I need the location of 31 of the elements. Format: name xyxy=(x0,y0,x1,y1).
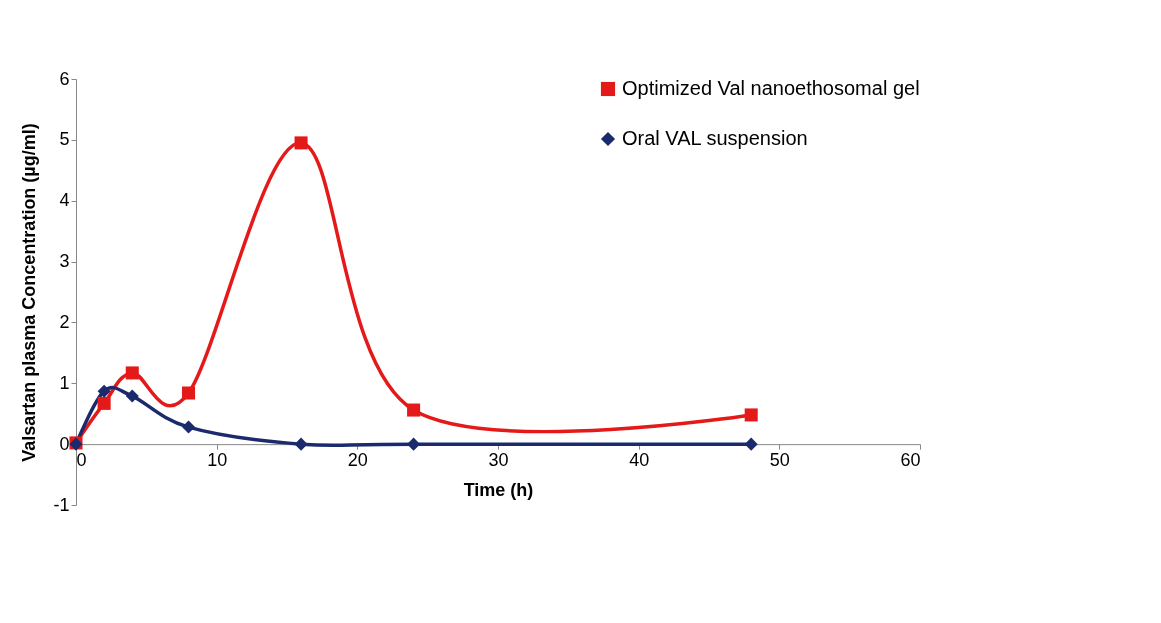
y-tick-label: 0 xyxy=(59,433,70,454)
point xyxy=(125,366,139,380)
point xyxy=(125,389,139,403)
legend-label: Oral VAL suspension xyxy=(622,127,808,149)
point xyxy=(744,437,758,451)
point xyxy=(294,136,308,150)
x-tick-label: 60 xyxy=(900,449,921,470)
y-tick-label: 4 xyxy=(59,190,70,211)
point xyxy=(294,437,308,451)
point xyxy=(182,386,196,400)
x-tick-label: 50 xyxy=(769,449,790,470)
x-tick-label: 30 xyxy=(488,449,509,470)
point xyxy=(97,384,111,398)
y-tick-label: 2 xyxy=(59,311,70,332)
y-tick-label: 1 xyxy=(59,372,70,393)
x-axis-title: Time (h) xyxy=(463,479,534,500)
x-tick-label: 10 xyxy=(207,449,228,470)
legend-label: Optimized Val nanoethosomal gel xyxy=(622,77,920,99)
point xyxy=(97,396,111,410)
point xyxy=(407,403,421,417)
y-tick-label: -1 xyxy=(53,494,70,515)
y-tick-label: 5 xyxy=(59,129,70,150)
point xyxy=(744,408,758,422)
y-tick-label: 3 xyxy=(59,251,70,272)
x-tick-label: 20 xyxy=(347,449,368,470)
y-tick-label: 6 xyxy=(59,68,70,89)
x-tick-label: 0 xyxy=(76,449,87,470)
point xyxy=(182,420,196,434)
point xyxy=(407,437,421,451)
y-axis-title: Valsartan plasma Concentration (µg/ml) xyxy=(19,123,40,462)
x-tick-label: 40 xyxy=(629,449,650,470)
